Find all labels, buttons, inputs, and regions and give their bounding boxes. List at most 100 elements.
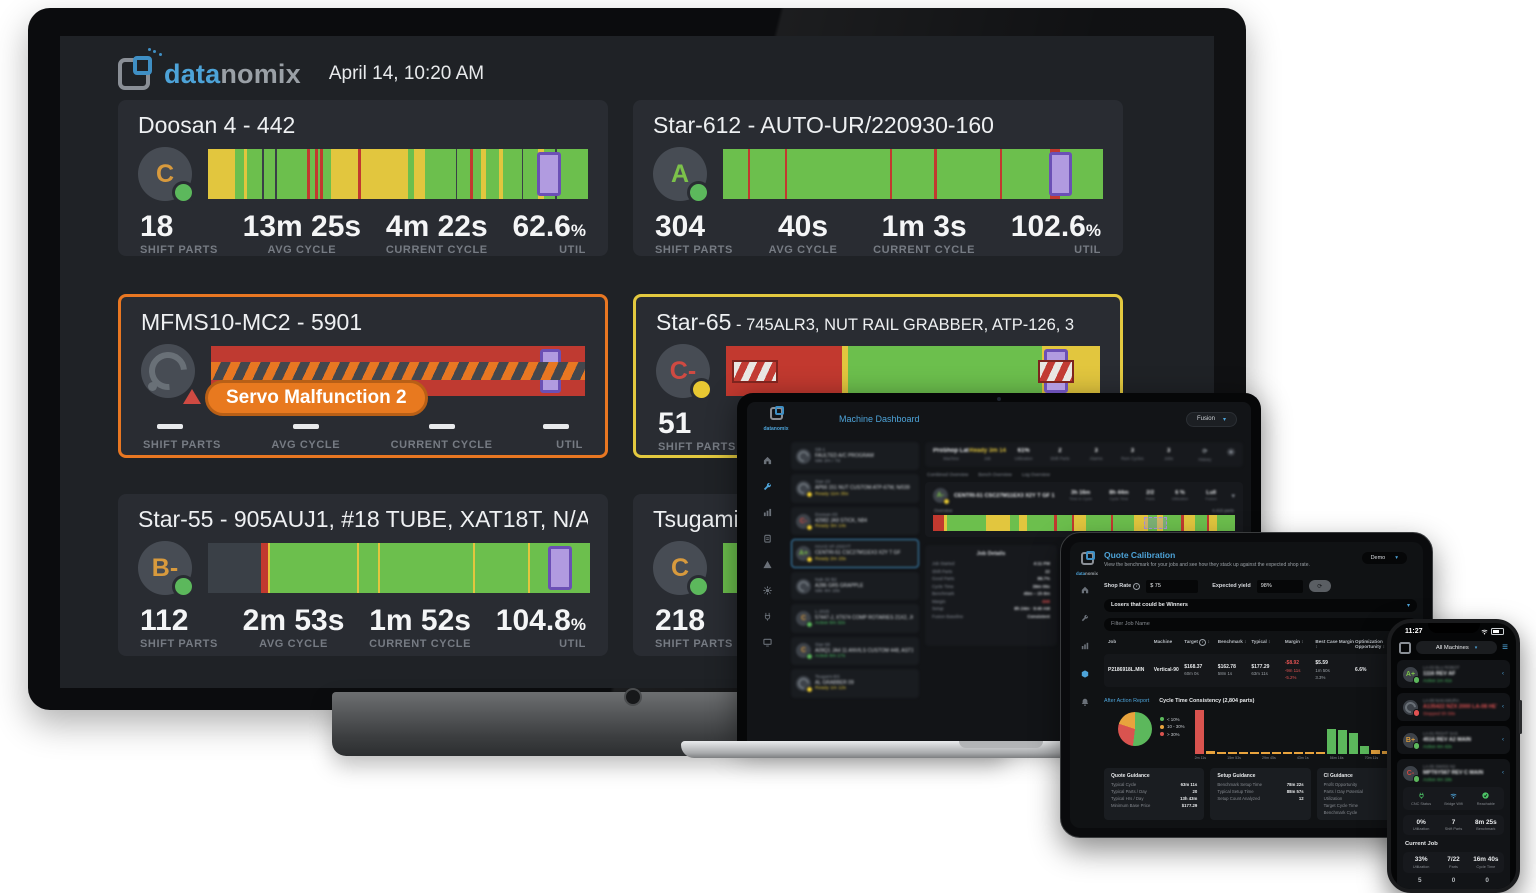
home-icon[interactable] <box>1081 586 1089 594</box>
gear-icon[interactable] <box>1227 448 1235 456</box>
legend-item: > 30% <box>1160 732 1185 737</box>
gear-icon[interactable] <box>762 586 772 595</box>
histogram-bar <box>1271 752 1282 755</box>
table-cell: $5.59 1m 50s 3.3% <box>1315 660 1330 680</box>
metric-label: Utilization <box>1412 864 1430 869</box>
machine-list-item[interactable]: C L-2025 57447-J, XT674 COMP ROTARIES 21X2… <box>791 604 919 633</box>
guidance-panel: Quote Guidance Typical Cycle 63m 11s Typica… <box>1104 768 1205 821</box>
table-cell: 6.6% <box>1355 667 1367 674</box>
grade-badge <box>795 448 812 464</box>
datanomix-logo-icon <box>1399 641 1411 654</box>
machine-status: Stopped 5h 58s <box>1423 711 1456 716</box>
stat-label: CURRENT CYCLE <box>390 439 493 451</box>
chevron-icon[interactable]: ‹ <box>1502 770 1504 776</box>
stat-label: SHIFT PARTS <box>655 243 733 256</box>
shop-rate-input[interactable] <box>1146 579 1199 593</box>
warn-icon[interactable] <box>762 560 772 569</box>
chevron-down-icon: ▾ <box>1395 555 1398 561</box>
machine-name: 1116 REV AF <box>1423 671 1456 677</box>
datanomix-logo: datanomix <box>1074 551 1100 576</box>
metric-value: 16m 40s <box>1473 856 1499 863</box>
machine-list-item[interactable]: A+ HAAS VF-2SSYT CENTRI-51 CSC27M11EX3 X2Y… <box>791 539 919 568</box>
bell-icon[interactable] <box>1081 698 1089 706</box>
plug-icon[interactable] <box>763 612 772 621</box>
info-icon[interactable]: i <box>1133 582 1141 590</box>
plant-selector-dropdown[interactable]: Fusion ▾ <box>1185 411 1237 427</box>
machine-title: Doosan 4 - 442 <box>138 112 296 138</box>
tab-link[interactable]: Log Overview <box>1021 472 1050 477</box>
summary-stat: ⟳ History <box>1187 448 1223 462</box>
chevron-icon[interactable]: ‹ <box>1502 671 1504 677</box>
guidance-row: Benchmark Cycle <box>1324 810 1410 815</box>
expected-yield-input[interactable] <box>1256 579 1303 593</box>
quote-table-row[interactable]: P2186918L.MIN Vertical-90 $168.37 60m 0s $16… <box>1104 654 1417 688</box>
column-header[interactable]: Typical ↕ <box>1251 638 1271 644</box>
chevron-down-icon[interactable]: ▾ <box>1231 492 1235 500</box>
phone-nav: All Machines ▾ ≡ <box>1391 635 1516 654</box>
home-icon[interactable] <box>763 456 772 465</box>
machine-stat: 2/2 Parts <box>1145 490 1155 501</box>
machine-list-item[interactable]: Nak-32 B2 A286 GR5 GRAPPLE Idle 4m 16s <box>791 571 919 601</box>
stat-label: CURRENT CYCLE <box>873 243 976 256</box>
detail-label: Margin <box>932 598 946 604</box>
screen-icon[interactable] <box>762 638 772 647</box>
status-dot <box>687 575 710 598</box>
tablet-main: Quote Calibration View the benchmark for… <box>1104 550 1417 824</box>
column-header[interactable]: Target i ↕ <box>1184 638 1210 646</box>
machine-list-item[interactable]: SB-1 FAULTED A/C PROGRAM Idle 2m / 7d <box>791 442 919 471</box>
job-name-filter[interactable]: Filter Job Name <box>1104 617 1417 631</box>
chart-icon[interactable] <box>763 508 772 517</box>
column-header[interactable]: Optimization Opportunity ↕ <box>1355 638 1385 650</box>
detail-value: 4:11 PM <box>1033 561 1050 566</box>
machine-tile: Star-612 - AUTO-UR/220930-160 A 304 SHIFT P… <box>633 100 1123 256</box>
clip-icon[interactable] <box>763 534 772 543</box>
wifi-icon <box>1481 628 1488 635</box>
phone-machine-card[interactable]: B+ LA-01 RIGHT SAS 4516 REV A2 MAIN Active … <box>1397 726 1510 754</box>
program-name: AP66 151 NUT CUSTOM ATP-67W, N/039 <box>815 485 910 492</box>
recalculate-button[interactable]: ⟳ <box>1308 580 1331 592</box>
machine-logo-icon <box>795 448 812 464</box>
menu-icon[interactable]: ≡ <box>1502 641 1508 653</box>
column-header[interactable]: Benchmark ↕ <box>1217 638 1247 644</box>
chevron-icon[interactable]: ‹ <box>1502 737 1504 743</box>
after-action-link[interactable]: After Action Report <box>1104 698 1150 705</box>
tab-link[interactable]: Bench Overview <box>978 472 1012 477</box>
summary-stat: ProShop Lathe Machine <box>933 448 969 462</box>
cube-icon[interactable] <box>1081 670 1089 678</box>
chart-icon[interactable] <box>1081 642 1089 650</box>
machines-dropdown[interactable]: All Machines ▾ <box>1416 641 1498 654</box>
machine-list-item[interactable]: Tsugami-BS AL GRABBER 09 Ready 1m 12s <box>791 669 919 698</box>
highlight-marker <box>548 546 573 590</box>
environment-dropdown[interactable]: Demo ▾ <box>1361 552 1407 564</box>
column-header[interactable]: Job <box>1108 638 1117 644</box>
detail-value: 45m – 1h 8m <box>1023 591 1050 596</box>
chevron-icon[interactable]: ‹ <box>1502 704 1504 710</box>
phone-machine-card[interactable]: LA-08 NAKAMURA A135422 NZX 2000 LA-08 HEY… <box>1397 693 1510 721</box>
detail-row: Cycle Time 39m 06s <box>932 584 1050 589</box>
job-details-panel: Job Details Job Started 4:11 PM Shift Part… <box>925 545 1057 646</box>
column-header[interactable]: Machine <box>1153 638 1173 644</box>
phone-side-button <box>1519 700 1522 734</box>
machine-list-item[interactable]: C Star-58 A09Q1 JA4 11 ANVILS CUSTOM 448, … <box>791 636 919 666</box>
summary-stat: 2 Shift Parts <box>1042 448 1078 462</box>
wrench-icon[interactable] <box>763 482 772 491</box>
quote-filter-dropdown[interactable]: Losers that could be Winners ▾ <box>1104 598 1417 612</box>
detail-value: Consistent <box>1027 613 1050 619</box>
phone-machine-card[interactable]: C- LA-05 SWISS N2 MPT6Y567 REV C MAIN Activ… <box>1397 759 1510 889</box>
stat-label: UTIL <box>559 243 586 256</box>
column-header[interactable]: Best Case Margin ↕ <box>1315 638 1354 650</box>
guidance-value: 20 <box>1192 789 1198 795</box>
grade-badge <box>795 675 813 693</box>
guidance-label: Minimum Base Price <box>1111 803 1151 809</box>
phone-machine-card[interactable]: A+ LA-03 BLU ROBOT 1116 REV AF Active 1m 41… <box>1397 660 1510 688</box>
summary-stat: 3 Alarms <box>1078 448 1114 462</box>
column-header[interactable]: Margin ↕ <box>1284 638 1304 644</box>
tab-link[interactable]: Combined Overview <box>927 472 969 477</box>
hazard-patch-icon <box>1038 359 1074 383</box>
hazard-patch-icon <box>731 359 779 383</box>
wrench-icon[interactable] <box>1081 614 1089 622</box>
expanded-machine-card[interactable]: A- CENTRI-51 CSC27M11EX3 X2Y T GF 1 3h 1… <box>925 482 1243 537</box>
machine-list-item[interactable]: C- Doosan-03 42982 JA9 STICK, N84 Ready 3m … <box>791 506 919 536</box>
machine-list-item[interactable]: Star-23 AP66 151 NUT CUSTOM ATP-67W, N/03… <box>791 474 919 503</box>
extra-metrics-row: 5 0 0 <box>1403 877 1504 884</box>
